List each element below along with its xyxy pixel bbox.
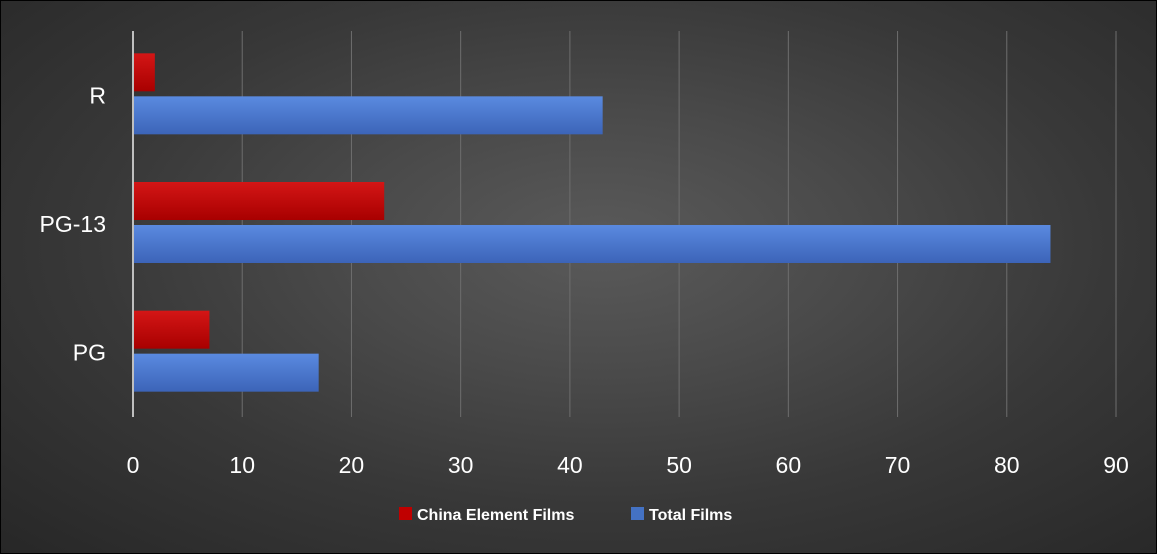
x-tick-label: 40 [557, 452, 583, 478]
x-tick-label: 90 [1103, 452, 1129, 478]
x-tick-label: 20 [339, 452, 365, 478]
category-label: PG [73, 340, 106, 366]
x-tick-label: 80 [994, 452, 1020, 478]
x-tick-label: 50 [666, 452, 692, 478]
x-tick-label: 30 [448, 452, 474, 478]
gridlines [241, 31, 1117, 417]
category-label: PG-13 [40, 211, 106, 237]
x-tick-label: 0 [127, 452, 140, 478]
x-tick-label: 10 [229, 452, 255, 478]
legend-swatch [399, 507, 412, 520]
x-tick-label: 70 [885, 452, 911, 478]
bar-total-pg-13 [134, 225, 1051, 263]
legend-label: China Element Films [417, 507, 574, 524]
bar-china-element-r [134, 53, 155, 92]
bar-total-r [134, 96, 603, 135]
x-tick-labels: 0 10 20 30 40 50 60 70 80 90 [127, 452, 1129, 478]
bar-china-element-pg [134, 310, 210, 349]
legend: China Element Films Total Films [399, 507, 732, 524]
bars-group [134, 53, 1051, 392]
bar-china-element-pg-13 [134, 182, 385, 220]
legend-swatch [631, 507, 644, 520]
category-labels: PG PG-13 R [40, 82, 106, 365]
bar-total-pg [134, 353, 319, 392]
legend-label: Total Films [649, 507, 732, 524]
category-label: R [89, 82, 106, 108]
x-tick-label: 60 [776, 452, 802, 478]
